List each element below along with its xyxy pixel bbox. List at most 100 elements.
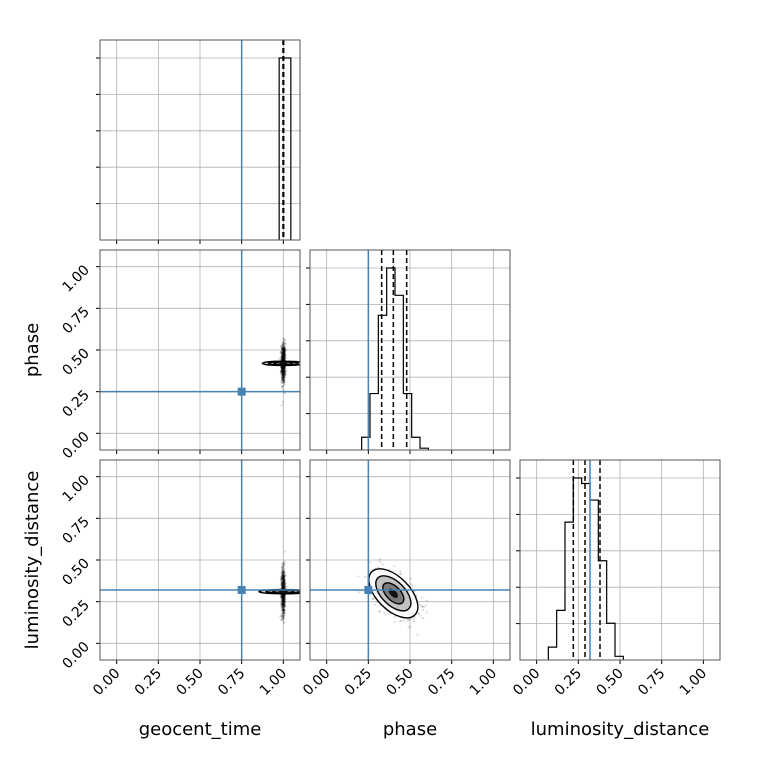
scatter-point — [281, 586, 284, 589]
scatter-point — [284, 350, 287, 353]
scatter-point — [283, 350, 286, 353]
scatter-point — [279, 596, 283, 599]
scatter-point — [284, 368, 287, 371]
scatter-point — [283, 580, 286, 583]
scatter-point — [282, 578, 285, 581]
scatter-point — [283, 354, 286, 358]
scatter-point — [280, 345, 283, 349]
x-axis-label: phase — [383, 719, 437, 740]
scatter-point — [377, 566, 380, 569]
scatter-point — [283, 357, 286, 361]
scatter-point — [282, 587, 286, 590]
scatter-point — [281, 349, 284, 353]
scatter-point — [280, 571, 283, 574]
scatter-point — [282, 342, 285, 345]
scatter-point — [280, 366, 283, 369]
scatter-point — [281, 355, 284, 358]
scatter-point — [280, 370, 283, 373]
scatter-point — [282, 356, 285, 359]
scatter-point — [281, 604, 284, 607]
scatter-point — [281, 568, 284, 571]
scatter-point — [281, 580, 284, 583]
scatter-point — [282, 374, 285, 377]
scatter-point — [282, 599, 286, 602]
scatter-point — [282, 586, 285, 589]
scatter-point — [280, 368, 283, 372]
scatter-point — [281, 369, 285, 373]
scatter-point — [282, 581, 285, 584]
scatter-point — [282, 381, 285, 384]
scatter-point — [281, 599, 284, 603]
scatter-point — [284, 370, 287, 373]
scatter-point — [282, 581, 285, 584]
scatter-point — [282, 370, 285, 373]
scatter-point — [280, 365, 283, 369]
scatter-point — [282, 347, 285, 350]
scatter-point — [282, 571, 285, 574]
scatter-point — [283, 349, 287, 352]
scatter-point — [281, 597, 285, 601]
scatter-point — [282, 352, 286, 355]
scatter-point — [280, 596, 283, 599]
scatter-point — [280, 581, 283, 584]
scatter-point — [281, 367, 285, 370]
scatter-point — [282, 585, 285, 588]
scatter-point — [281, 350, 284, 353]
scatter-point — [282, 367, 285, 370]
scatter-point — [282, 369, 285, 372]
scatter-point — [281, 605, 284, 608]
scatter-point — [282, 609, 285, 612]
scatter-point — [283, 357, 286, 360]
scatter-point — [282, 579, 286, 582]
scatter-point — [282, 614, 285, 618]
scatter-point — [282, 356, 285, 359]
scatter-point — [282, 345, 286, 349]
scatter-point — [282, 601, 285, 604]
scatter-point — [282, 350, 286, 353]
scatter-point — [281, 596, 284, 599]
scatter-point — [281, 580, 284, 584]
scatter-point — [284, 353, 287, 357]
scatter-point — [282, 374, 285, 377]
x-tick-label: 1.00 — [257, 666, 290, 699]
scatter-point — [282, 602, 285, 605]
scatter-point — [282, 594, 285, 597]
scatter-point — [281, 358, 285, 361]
scatter-point — [283, 576, 286, 579]
scatter-point — [282, 366, 285, 370]
scatter-point — [281, 602, 285, 606]
scatter-point — [282, 368, 286, 371]
scatter-point — [282, 379, 285, 382]
scatter-point — [280, 603, 283, 606]
scatter-point — [283, 599, 286, 602]
scatter-point — [281, 368, 284, 371]
scatter-point — [282, 371, 285, 375]
scatter-point — [283, 352, 286, 355]
scatter-point — [281, 572, 284, 575]
scatter-point — [282, 604, 285, 607]
scatter-point — [283, 598, 286, 601]
scatter-point — [282, 594, 285, 597]
y-tick-label: 0.50 — [59, 556, 92, 589]
scatter-point — [281, 598, 284, 601]
scatter-point — [281, 352, 284, 355]
scatter-point — [281, 353, 284, 356]
scatter-point — [281, 349, 284, 352]
scatter-point — [281, 358, 284, 361]
scatter-point — [283, 354, 286, 357]
scatter-point — [282, 579, 285, 582]
scatter-point — [283, 366, 286, 369]
scatter-point — [283, 370, 286, 374]
scatter-point — [280, 576, 284, 579]
scatter-point — [281, 579, 285, 583]
scatter-point — [281, 372, 284, 375]
scatter-point — [281, 594, 285, 597]
scatter-point — [281, 370, 284, 373]
scatter-point — [281, 583, 284, 586]
scatter-point — [282, 584, 285, 587]
scatter-point — [282, 355, 285, 359]
scatter-point — [281, 348, 284, 351]
scatter-point — [282, 374, 285, 377]
scatter-point — [281, 357, 284, 361]
scatter-point — [281, 596, 284, 600]
